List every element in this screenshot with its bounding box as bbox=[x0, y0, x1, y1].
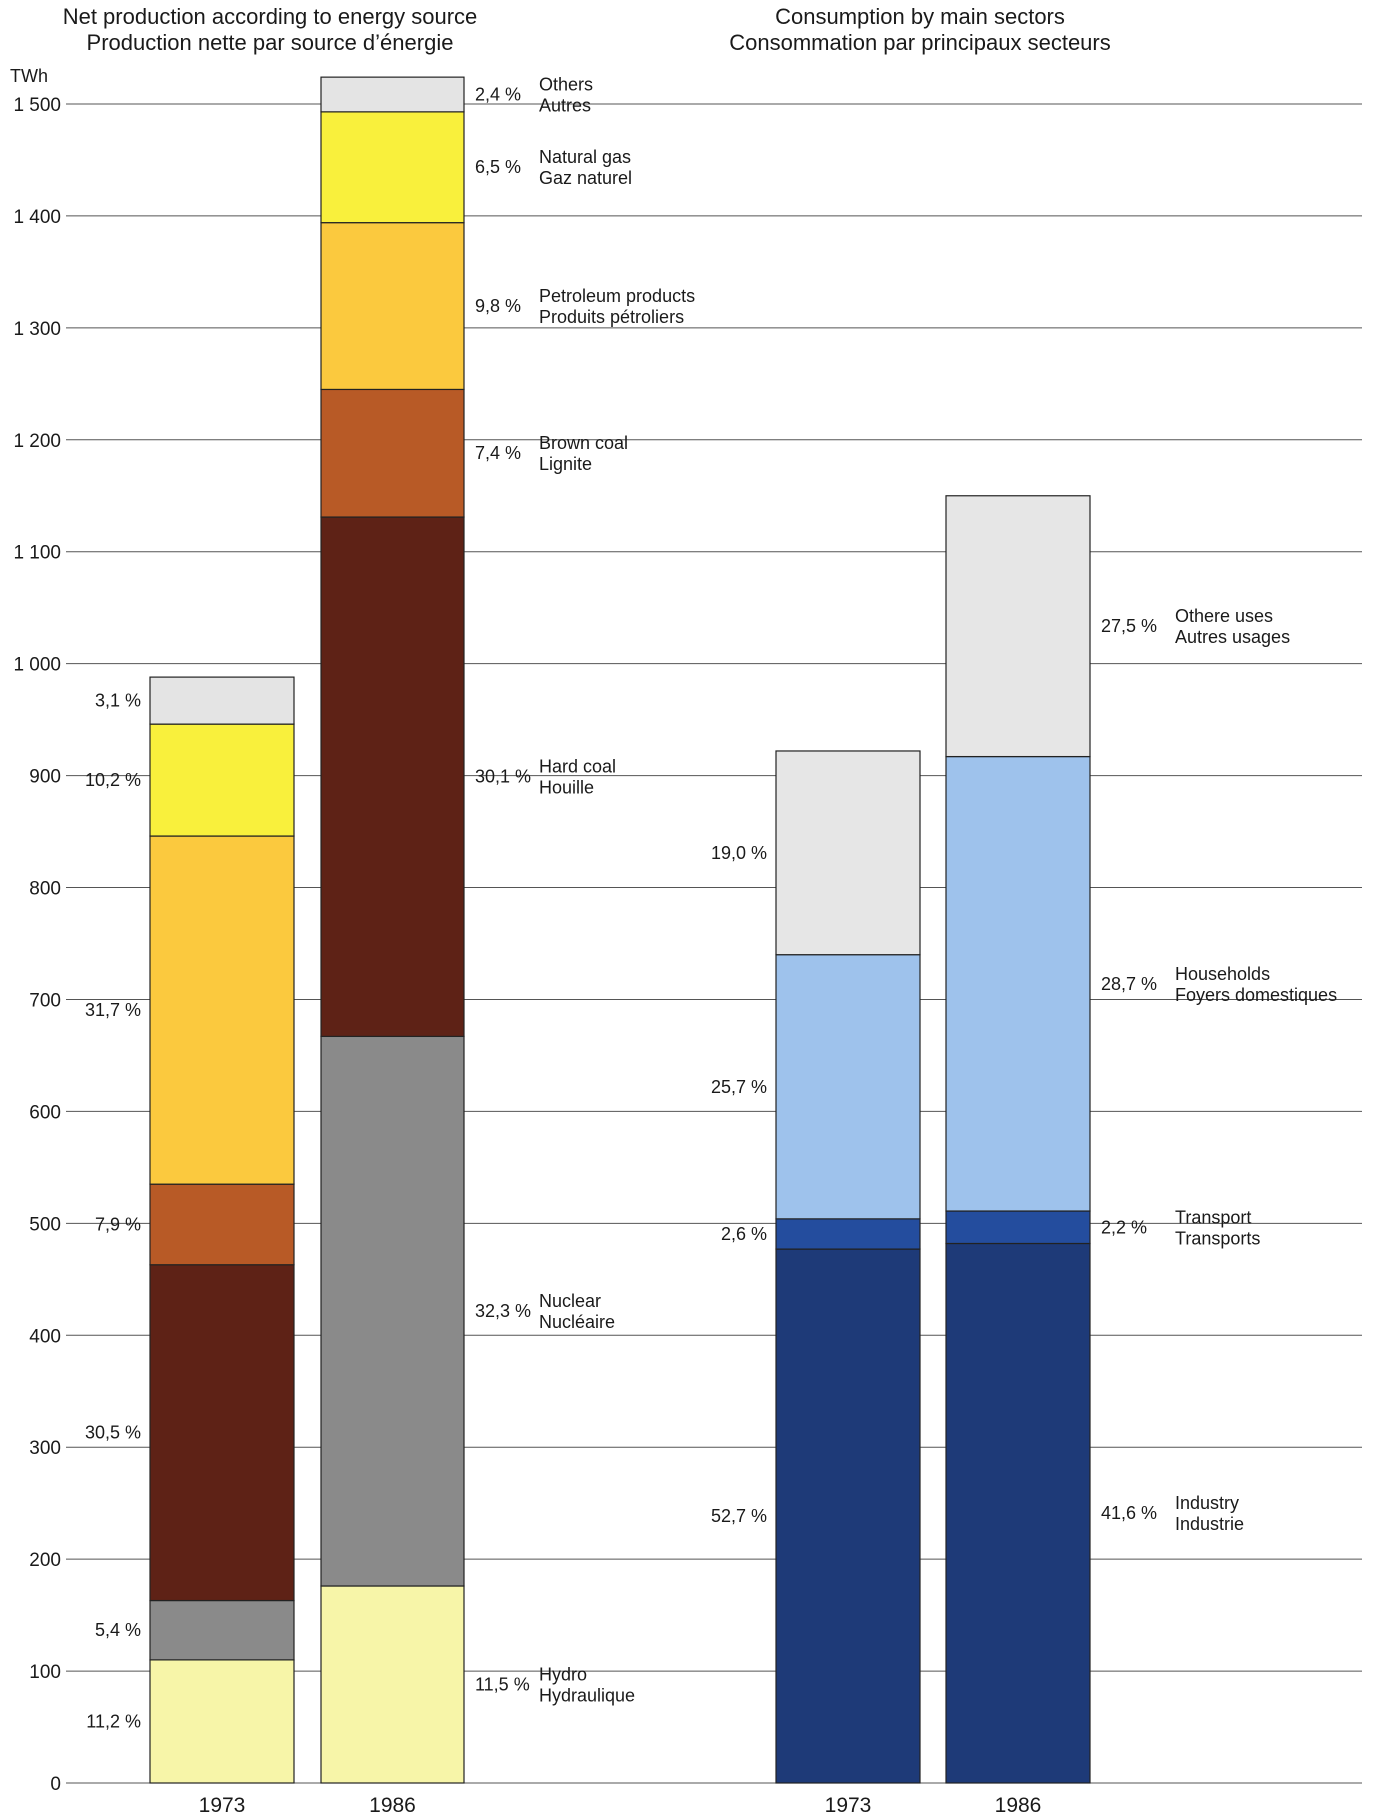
y-unit-label: TWh bbox=[10, 66, 48, 86]
production-bar-1973-hydro bbox=[149, 1659, 295, 1784]
consumption-1986-percent-label: 28,7 % bbox=[1101, 974, 1157, 994]
production-series-name: Others bbox=[539, 74, 593, 94]
y-tick-label: 1 300 bbox=[13, 319, 61, 340]
production-1973-percent-label: 7,9 % bbox=[95, 1214, 141, 1234]
production-bar-1986-nuclear bbox=[320, 1035, 465, 1587]
production-1986-percent-label: 2,4 % bbox=[475, 84, 521, 104]
consumption-x-tick-label: 1986 bbox=[995, 1794, 1042, 1817]
y-tick-label: 700 bbox=[29, 990, 61, 1011]
consumption-bar-1986-households bbox=[945, 755, 1091, 1212]
production-bar-1973-natural-gas bbox=[149, 723, 295, 837]
production-series-name: Hard coal bbox=[539, 757, 616, 777]
production-1973-percent-label: 5,4 % bbox=[95, 1620, 141, 1640]
left-title-en: Net production according to energy sourc… bbox=[62, 4, 478, 29]
production-series-name-fr: Hydraulique bbox=[539, 1685, 635, 1705]
right-chart-title: Consumption by main sectors Consommation… bbox=[640, 4, 1200, 56]
consumption-1986-percent-label: 2,2 % bbox=[1101, 1217, 1147, 1237]
y-tick-label: 600 bbox=[29, 1102, 61, 1123]
y-tick-label: 1 500 bbox=[13, 95, 61, 116]
consumption-series-name-fr: Foyers domestiques bbox=[1175, 985, 1337, 1005]
production-bar-1986-hydro bbox=[320, 1585, 465, 1784]
y-tick-label: 300 bbox=[29, 1438, 61, 1459]
consumption-bar-1986-othere-uses bbox=[945, 495, 1091, 758]
production-1986-percent-label: 30,1 % bbox=[475, 767, 531, 787]
y-tick-label: 1 200 bbox=[13, 431, 61, 452]
production-series-name-fr: Produits pétroliers bbox=[539, 307, 684, 327]
y-tick-label: 0 bbox=[50, 1774, 61, 1795]
consumption-series-name: Industry bbox=[1175, 1493, 1239, 1513]
production-series-name: Hydro bbox=[539, 1664, 587, 1684]
production-1986-percent-label: 32,3 % bbox=[475, 1301, 531, 1321]
production-series-name-fr: Gaz naturel bbox=[539, 168, 632, 188]
production-bar-1986-others bbox=[320, 76, 465, 113]
production-bar-1986-natural-gas bbox=[320, 111, 465, 224]
production-1986-percent-label: 11,5 % bbox=[475, 1674, 530, 1694]
consumption-bar-1973-industry bbox=[775, 1248, 921, 1784]
consumption-series-name-fr: Autres usages bbox=[1175, 627, 1290, 647]
consumption-1973-percent-label: 25,7 % bbox=[711, 1077, 767, 1097]
production-series-name-fr: Houille bbox=[539, 778, 594, 798]
consumption-bar-1973-households bbox=[775, 954, 921, 1220]
production-bar-1973-petroleum-products bbox=[149, 835, 295, 1185]
consumption-1973-percent-label: 19,0 % bbox=[711, 843, 767, 863]
consumption-bar-1986-industry bbox=[945, 1242, 1091, 1784]
consumption-1973-percent-label: 52,7 % bbox=[711, 1506, 767, 1526]
production-bar-1973-hard-coal bbox=[149, 1264, 295, 1602]
production-1973-percent-label: 3,1 % bbox=[95, 691, 141, 711]
consumption-1986-percent-label: 41,6 % bbox=[1101, 1503, 1157, 1523]
y-tick-label: 1 000 bbox=[13, 655, 61, 676]
consumption-series-name-fr: Industrie bbox=[1175, 1514, 1244, 1534]
y-tick-label: 800 bbox=[29, 879, 61, 900]
y-tick-label: 200 bbox=[29, 1550, 61, 1571]
production-1986-percent-label: 7,4 % bbox=[475, 443, 521, 463]
production-bar-1973-brown-coal bbox=[149, 1183, 295, 1266]
consumption-bar-1973-transport bbox=[775, 1218, 921, 1250]
consumption-series-name-fr: Transports bbox=[1175, 1228, 1260, 1248]
production-series-name-fr: Nucléaire bbox=[539, 1312, 615, 1332]
y-tick-label: 500 bbox=[29, 1214, 61, 1235]
consumption-1973-percent-label: 2,6 % bbox=[721, 1224, 767, 1244]
left-title-fr: Production nette par source d’énergie bbox=[86, 30, 454, 55]
production-1973-percent-label: 31,7 % bbox=[85, 1000, 141, 1020]
production-1973-percent-label: 10,2 % bbox=[85, 770, 141, 790]
y-tick-label: 1 100 bbox=[13, 543, 61, 564]
y-tick-label: 100 bbox=[29, 1662, 61, 1683]
right-title-en: Consumption by main sectors bbox=[775, 4, 1065, 29]
y-tick-label: 900 bbox=[29, 767, 61, 788]
consumption-bar-1973-othere-uses bbox=[775, 750, 921, 956]
production-series-name: Petroleum products bbox=[539, 286, 695, 306]
consumption-1986-percent-label: 27,5 % bbox=[1101, 616, 1157, 636]
production-1986-percent-label: 6,5 % bbox=[475, 157, 521, 177]
production-series-name: Brown coal bbox=[539, 433, 628, 453]
production-bar-1973-nuclear bbox=[149, 1599, 295, 1661]
left-chart-title: Net production according to energy sourc… bbox=[30, 4, 510, 56]
production-series-name-fr: Autres bbox=[539, 95, 591, 115]
production-bar-1986-brown-coal bbox=[320, 388, 465, 518]
production-series-name: Nuclear bbox=[539, 1291, 601, 1311]
production-x-tick-label: 1973 bbox=[199, 1794, 246, 1817]
production-1973-percent-label: 11,2 % bbox=[86, 1711, 141, 1731]
consumption-series-name: Othere uses bbox=[1175, 606, 1273, 626]
production-1973-percent-label: 30,5 % bbox=[85, 1423, 141, 1443]
consumption-series-name: Transport bbox=[1175, 1207, 1251, 1227]
production-1986-percent-label: 9,8 % bbox=[475, 296, 521, 316]
consumption-bar-1986-transport bbox=[945, 1210, 1091, 1245]
production-x-tick-label: 1986 bbox=[369, 1794, 416, 1817]
production-series-name-fr: Lignite bbox=[539, 454, 592, 474]
production-bar-1986-hard-coal bbox=[320, 516, 465, 1038]
right-title-fr: Consommation par principaux secteurs bbox=[729, 30, 1111, 55]
production-bar-1973-others bbox=[149, 676, 295, 725]
y-tick-label: 1 400 bbox=[13, 207, 61, 228]
consumption-series-name: Households bbox=[1175, 964, 1270, 984]
production-bar-1986-petroleum-products bbox=[320, 222, 465, 391]
y-tick-label: 400 bbox=[29, 1326, 61, 1347]
production-series-name: Natural gas bbox=[539, 147, 631, 167]
consumption-x-tick-label: 1973 bbox=[825, 1794, 872, 1817]
